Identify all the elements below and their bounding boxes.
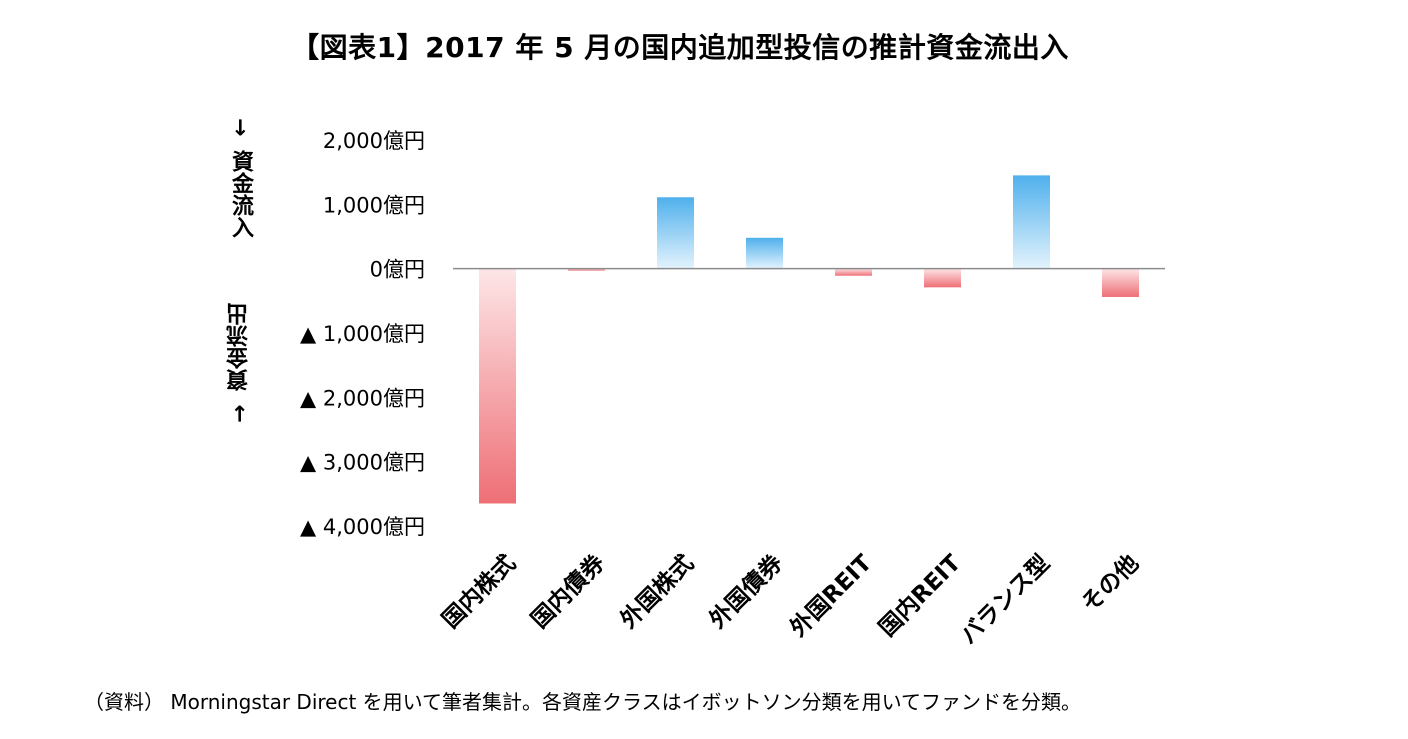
y-tick-label: ▲ 4,000億円 <box>300 515 425 539</box>
bar-2 <box>568 268 605 271</box>
y-tick-label: 2,000億円 <box>323 129 425 153</box>
y-tick-label: 0億円 <box>370 258 425 282</box>
bar-7 <box>1013 175 1050 269</box>
category-label: 外国REIT <box>785 549 878 642</box>
chart-title: 【図表1】2017 年 5 月の国内追加型投信の推計資金流出入 <box>291 31 1069 64</box>
y-label-inflow: → 資金流入 <box>220 86 260 256</box>
y-tick-label: ▲ 2,000億円 <box>300 386 425 410</box>
bar-6 <box>924 268 961 288</box>
category-label: 国内REIT <box>874 550 966 642</box>
y-tick-label: ▲ 3,000億円 <box>300 451 425 475</box>
y-tick-label: 1,000億円 <box>323 193 425 217</box>
category-label: 国内株式 <box>438 550 521 633</box>
bar-4 <box>746 237 783 269</box>
category-label: バランス型 <box>956 550 1055 649</box>
category-label: その他 <box>1077 550 1144 617</box>
bar-5 <box>835 268 872 276</box>
bar-8 <box>1102 268 1139 297</box>
y-tick-label: ▲ 1,000億円 <box>300 322 425 346</box>
source-note: （資料） Morningstar Direct を用いて筆者集計。各資産クラスは… <box>84 690 1082 714</box>
bar-3 <box>657 197 694 269</box>
category-label: 国内債券 <box>526 549 611 634</box>
arrow-up-icon: → <box>227 117 253 137</box>
category-label: 外国債券 <box>704 549 789 634</box>
category-label: 外国株式 <box>615 549 699 633</box>
y-label-inflow-text: 資金流入 <box>228 150 253 239</box>
bar-1 <box>479 268 516 504</box>
